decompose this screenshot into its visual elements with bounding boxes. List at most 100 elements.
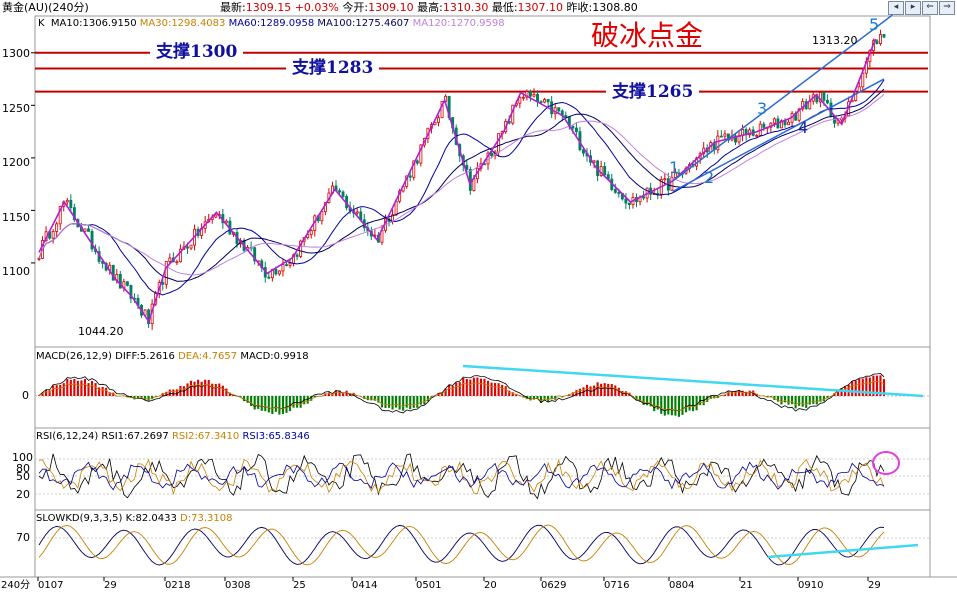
arrow-right-icon[interactable]: ▸ [905, 1, 921, 15]
candle-body [719, 135, 723, 138]
support-1265-label: 支撑1265 [606, 82, 700, 102]
candle-body [161, 282, 165, 285]
macd-histogram-bar [798, 396, 801, 406]
macd-histogram-bar [59, 384, 62, 396]
ma30-label: MA30:1298.4083 [139, 18, 226, 29]
macd-histogram-bar [405, 396, 408, 408]
macd-histogram-bar [861, 378, 864, 396]
macd-histogram-bar [787, 396, 790, 405]
macd-histogram-bar [373, 396, 376, 401]
candle-body [214, 214, 218, 218]
support-1283-label: 支撑1283 [286, 58, 380, 78]
macd-histogram-bar [292, 396, 295, 408]
candle-body [627, 202, 631, 206]
x-tick: 0501 [416, 580, 442, 591]
macd-histogram-bar [709, 396, 712, 399]
y-tick-1150: 1150 [2, 211, 30, 224]
quote-values: 最新:1309.15 +0.03% 今开:1309.10 最高:1310.30 … [220, 0, 638, 16]
macd-histogram-bar [575, 390, 578, 396]
macd-histogram-bar [607, 383, 610, 396]
macd-value: MACD:0.9918 [240, 351, 309, 362]
macd-histogram-bar [511, 392, 514, 396]
candle-body [716, 135, 720, 151]
macd-histogram-bar [243, 396, 246, 402]
macd-diff: DIFF:5.2616 [115, 351, 175, 362]
macd-histogram-bar [288, 396, 292, 412]
candle-body [341, 191, 345, 197]
ma60-label: MA60:1289.0958 [228, 18, 315, 29]
candle-body [51, 231, 55, 239]
x-tick: 0414 [352, 580, 378, 591]
macd-histogram-bar [274, 396, 277, 412]
candle-body [613, 189, 617, 193]
arrow-left-icon[interactable]: ⇐ [922, 1, 938, 15]
ma120-label: MA120:1270.9598 [412, 18, 505, 29]
macd-histogram-bar [253, 396, 256, 410]
macd-histogram-bar [144, 396, 147, 400]
macd-histogram-bar [437, 392, 440, 396]
macd-histogram-bar [462, 377, 465, 396]
candle-body [539, 101, 543, 104]
candle-body [546, 99, 550, 103]
macd-histogram-bar [423, 396, 426, 405]
rsi-params: RSI(6,12,24) [36, 431, 99, 442]
candle-body [755, 134, 759, 137]
rsi-highlight-circle [872, 451, 900, 475]
macd-histogram-bar [387, 396, 391, 408]
candle-body [189, 244, 193, 249]
low-price-label: 1044.20 [78, 325, 124, 338]
macd-histogram-bar [221, 385, 224, 396]
macd-histogram-bar [872, 375, 875, 396]
macd-histogram-bar [260, 396, 263, 411]
macd-histogram-bar [80, 380, 83, 396]
macd-histogram-bar [334, 390, 338, 396]
rsi-y-tick-20: 20 [16, 488, 30, 501]
macd-histogram-bar [151, 396, 154, 400]
ma-line-100 [38, 88, 885, 282]
macd-histogram-bar [677, 396, 680, 417]
candle-body [129, 284, 133, 299]
kd-line-k [38, 524, 885, 566]
x-tick: 0804 [669, 580, 695, 591]
macd-histogram-bar [745, 391, 748, 396]
rsi3-value: RSI3:65.8346 [242, 431, 310, 442]
macd-histogram-bar [440, 392, 444, 396]
macd-histogram-bar [734, 391, 737, 396]
k-label: K [38, 18, 45, 29]
macd-histogram-bar [865, 377, 868, 396]
candle-body [309, 230, 313, 236]
macd-histogram-bar [352, 392, 355, 396]
macd-histogram-bar [692, 396, 695, 412]
candle-body [582, 149, 585, 154]
macd-histogram-bar [547, 396, 550, 402]
rsi-y-tick-80: 80 [16, 462, 30, 475]
macd-histogram-bar [267, 396, 270, 413]
macd-histogram-bar [218, 383, 221, 396]
macd-histogram-bar [600, 383, 603, 396]
macd-histogram-bar [815, 396, 818, 405]
macd-histogram-bar [808, 396, 811, 405]
kd-d-value: D:73.3108 [180, 513, 233, 524]
macd-histogram-bar [147, 396, 150, 401]
rsi2-value: RSI2:67.3410 [171, 431, 240, 442]
candle-body [861, 72, 865, 88]
ma-legend: K MA10:1306.9150 MA30:1298.4083 MA60:128… [38, 18, 505, 30]
arrow-left-icon[interactable]: ◂ [888, 1, 904, 15]
candle-body [295, 254, 299, 257]
macd-histogram-bar [45, 389, 48, 396]
channel-upper [672, 14, 893, 182]
candle-body [419, 144, 423, 164]
macd-histogram-bar [476, 377, 479, 396]
macd-dea: DEA:4.7657 [178, 351, 238, 362]
macd-histogram-bar [635, 396, 638, 401]
wave-4-label: 4 [798, 118, 809, 137]
macd-histogram-bar [370, 396, 373, 401]
macd-histogram-bar [783, 396, 787, 403]
arrow-right-icon[interactable]: ⇒ [939, 1, 955, 15]
candle-body [118, 274, 122, 289]
macd-histogram-bar [168, 389, 171, 396]
macd-histogram-bar [90, 381, 94, 396]
candle-body [408, 175, 412, 178]
macd-histogram-bar [727, 391, 730, 396]
